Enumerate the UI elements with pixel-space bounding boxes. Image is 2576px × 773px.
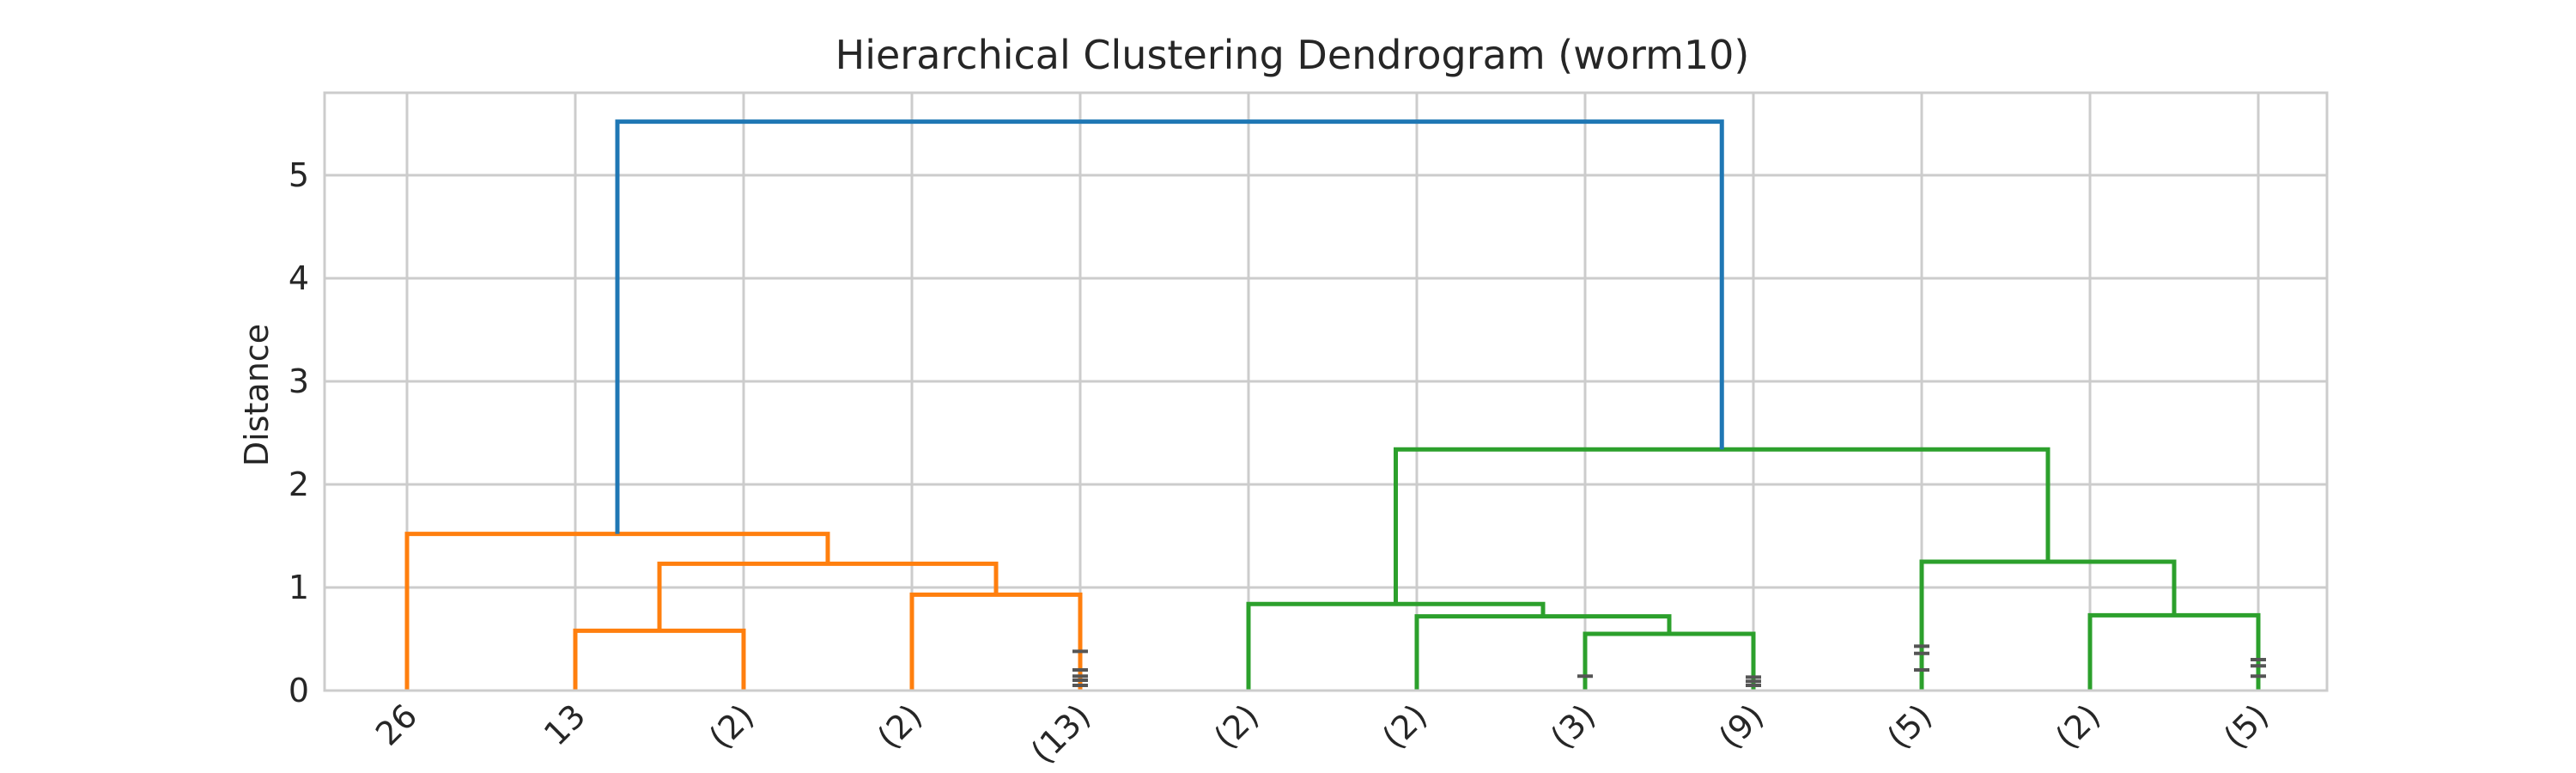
leaf-label: (2) [702,697,761,756]
y-tick-label: 5 [289,156,309,194]
leaf-label: (2) [2048,697,2107,756]
leaf-label: (2) [1375,697,1434,756]
dendrogram-link [404,532,830,691]
leaf-label: (2) [1206,697,1266,756]
leaf-label: (5) [2216,697,2275,756]
y-tick-label: 1 [289,569,309,606]
dendrogram-link [1394,447,2050,605]
leaf-label: (5) [1880,697,1939,756]
y-tick-label: 2 [289,466,309,503]
dendrogram-link [1583,631,1756,691]
y-tick-label: 3 [289,362,309,400]
leaf-label: (9) [1711,697,1771,756]
leaf-label: (13) [1024,697,1097,770]
y-tick-label: 0 [289,672,309,709]
plot-frame [323,91,2329,692]
leaf-label: (3) [1543,697,1602,756]
chart-title: Hierarchical Clustering Dendrogram (worm… [835,32,1750,78]
leaf-label: (2) [870,697,929,756]
tick-layer: 0 1 2 3 4 5 26 13 (2) (2) (13) (2) (2) (3) (9) (5) (2) (5… [289,156,2276,771]
y-axis-label: Distance [238,324,276,466]
dendrogram-link [1919,559,2177,691]
y-tick-label: 4 [289,259,309,297]
leaf-label: 13 [537,697,592,752]
dendrogram-link [615,119,1724,534]
link-layer [404,119,2261,691]
dendrogram-link [657,561,999,631]
dendrogram-link [1414,614,1672,691]
dendrogram-link [909,592,1083,691]
leaf-mark-layer [1072,644,2266,687]
grid-layer [325,93,2327,692]
leaf-label: 26 [368,697,424,752]
dendrogram-link [2087,612,2261,691]
dendrogram-link [573,628,746,691]
